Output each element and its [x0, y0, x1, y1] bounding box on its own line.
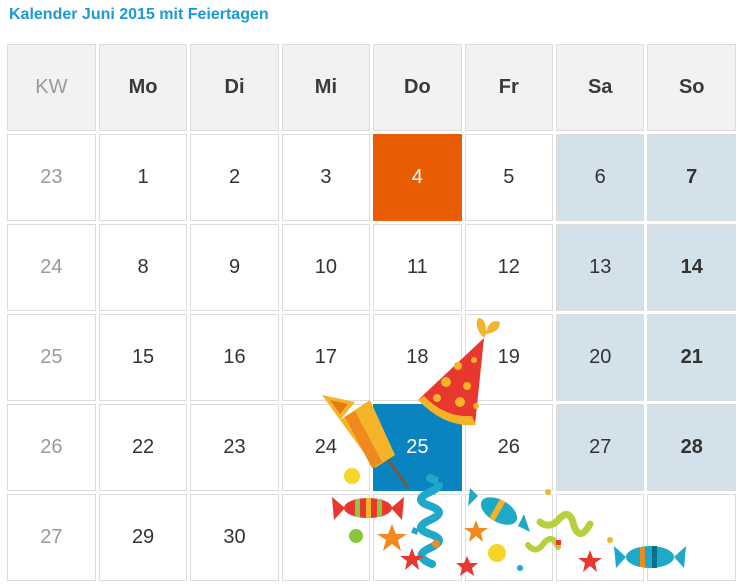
day-cell[interactable]: 19 — [464, 314, 553, 401]
header-kw: KW — [7, 44, 96, 131]
holiday-day-cell[interactable]: 4 — [373, 134, 462, 221]
day-cell[interactable]: 3 — [281, 134, 371, 221]
calendar-header-row: KW Mo Di Mi Do Fr Sa So — [7, 44, 736, 131]
empty-day-cell — [555, 494, 645, 581]
header-mo: Mo — [98, 44, 188, 131]
day-cell[interactable]: 5 — [464, 134, 553, 221]
empty-day-cell — [464, 494, 553, 581]
day-cell[interactable]: 29 — [98, 494, 188, 581]
week-row: 26 22 23 24 25 26 27 28 — [7, 404, 736, 491]
day-cell[interactable]: 22 — [98, 404, 188, 491]
day-cell[interactable]: 26 — [464, 404, 553, 491]
header-sa: Sa — [555, 44, 645, 131]
day-cell[interactable]: 9 — [190, 224, 279, 311]
saturday-cell[interactable]: 20 — [555, 314, 645, 401]
page-title: Kalender Juni 2015 mit Feiertagen — [9, 6, 269, 23]
sunday-cell[interactable]: 21 — [647, 314, 736, 401]
week-row: 23 1 2 3 4 5 6 7 — [7, 134, 736, 221]
day-cell[interactable]: 24 — [281, 404, 371, 491]
day-cell[interactable]: 16 — [190, 314, 279, 401]
header-do: Do — [373, 44, 462, 131]
day-cell[interactable]: 30 — [190, 494, 279, 581]
week-number: 24 — [7, 224, 96, 311]
day-cell[interactable]: 18 — [373, 314, 462, 401]
week-number: 27 — [7, 494, 96, 581]
header-so: So — [647, 44, 736, 131]
day-cell[interactable]: 11 — [373, 224, 462, 311]
empty-day-cell — [281, 494, 371, 581]
saturday-cell[interactable]: 13 — [555, 224, 645, 311]
sunday-cell[interactable]: 7 — [647, 134, 736, 221]
day-cell[interactable]: 1 — [98, 134, 188, 221]
week-number: 26 — [7, 404, 96, 491]
sunday-cell[interactable]: 28 — [647, 404, 736, 491]
header-di: Di — [190, 44, 279, 131]
sunday-cell[interactable]: 14 — [647, 224, 736, 311]
week-row: 25 15 16 17 18 19 20 21 — [7, 314, 736, 401]
today-day-cell[interactable]: 25 — [373, 404, 462, 491]
day-cell[interactable]: 23 — [190, 404, 279, 491]
week-row: 24 8 9 10 11 12 13 14 — [7, 224, 736, 311]
week-number: 23 — [7, 134, 96, 221]
calendar-table: KW Mo Di Mi Do Fr Sa So 23 1 2 3 4 5 6 7… — [4, 41, 739, 584]
day-cell[interactable]: 8 — [98, 224, 188, 311]
day-cell[interactable]: 2 — [190, 134, 279, 221]
empty-day-cell — [373, 494, 462, 581]
header-fr: Fr — [464, 44, 553, 131]
saturday-cell[interactable]: 6 — [555, 134, 645, 221]
day-cell[interactable]: 15 — [98, 314, 188, 401]
week-row: 27 29 30 — [7, 494, 736, 581]
saturday-cell[interactable]: 27 — [555, 404, 645, 491]
empty-day-cell — [647, 494, 736, 581]
week-number: 25 — [7, 314, 96, 401]
day-cell[interactable]: 10 — [281, 224, 371, 311]
day-cell[interactable]: 12 — [464, 224, 553, 311]
header-mi: Mi — [281, 44, 371, 131]
day-cell[interactable]: 17 — [281, 314, 371, 401]
